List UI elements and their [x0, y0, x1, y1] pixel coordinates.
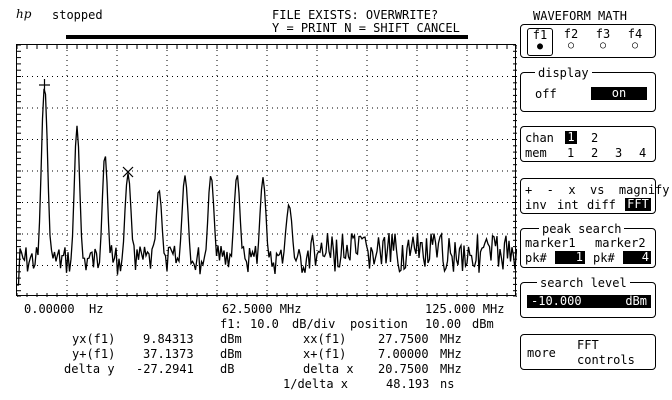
operator-inv[interactable]: inv	[525, 198, 547, 212]
readout-label: y+(f1)	[72, 347, 116, 361]
function-f2-tab[interactable]: f2 ○	[559, 28, 583, 54]
readout-unit: MHz	[440, 332, 462, 346]
message-line-1: FILE EXISTS: OVERWRITE?	[272, 8, 439, 22]
graticule-ticks	[17, 45, 517, 297]
mem-label: mem	[525, 146, 547, 160]
mem-3-option[interactable]: 3	[615, 146, 623, 160]
readout-unit: dBm	[220, 347, 242, 361]
pk2-label: pk#	[593, 251, 615, 265]
pk1-value-field[interactable]: 1	[555, 251, 585, 264]
marker1-label: marker1	[525, 236, 576, 250]
fft-trace	[17, 88, 517, 286]
softkey-menu-title: WAVEFORM MATH	[533, 9, 627, 23]
pk1-label: pk#	[525, 251, 547, 265]
marker-plus	[39, 79, 50, 91]
readout-label: delta y	[64, 362, 115, 376]
readout-label: x+(f1)	[303, 347, 347, 361]
position-label: position	[350, 317, 408, 331]
hp-logo: hp	[16, 7, 32, 21]
display-title: display	[535, 67, 592, 79]
scale-unit: dB/div	[292, 317, 336, 331]
timebase-bar	[66, 35, 468, 39]
operator-fft[interactable]: FFT	[625, 198, 651, 211]
mem-2-option[interactable]: 2	[591, 146, 599, 160]
unselected-dot-icon: ○	[567, 40, 575, 51]
function-f1-tab[interactable]: f1 ●	[527, 28, 553, 56]
readout-label: xx(f1)	[303, 332, 347, 346]
readout-label: delta x	[303, 362, 354, 376]
function-f4-label: f4	[627, 27, 643, 41]
display-on-option[interactable]: on	[591, 87, 647, 100]
peak-search-title: peak search	[539, 223, 625, 235]
readout-value: 27.7500	[378, 332, 429, 346]
search-level-field[interactable]: -10.000 dBm	[527, 295, 651, 308]
scale-value: 10.0	[250, 317, 279, 331]
readout-unit: MHz	[440, 362, 462, 376]
function-f2-label: f2	[563, 27, 579, 41]
readout-label: yx(f1)	[72, 332, 116, 346]
axis-center-freq: 62.5000 MHz	[222, 302, 302, 316]
graticule	[17, 45, 517, 297]
position-value: 10.00	[425, 317, 462, 331]
function-f4-tab[interactable]: f4 ○	[623, 28, 647, 54]
function-f3-tab[interactable]: f3 ○	[591, 28, 615, 54]
readout-value: 7.00000	[378, 347, 429, 361]
chan-label: chan	[525, 131, 554, 145]
message-line-2: Y = PRINT N = SHIFT CANCEL	[272, 21, 460, 35]
readout-unit: dBm	[220, 332, 242, 346]
function-f3-label: f3	[595, 27, 611, 41]
readout-unit: dB	[220, 362, 235, 376]
function-select-softkey[interactable]: f1 ● f2 ○ f3 ○ f4 ○	[520, 24, 656, 58]
function-f1-label: f1	[532, 28, 548, 42]
readout-value: 20.7500	[378, 362, 429, 376]
readout-value: 48.193	[386, 377, 430, 391]
axis-end-freq: 125.000 MHz	[425, 302, 505, 316]
operator-diff[interactable]: diff	[587, 198, 616, 212]
unselected-dot-icon: ○	[599, 40, 607, 51]
peak-search-softkey[interactable]: peak search marker1 marker2 pk# 1 pk# 4	[520, 223, 656, 268]
readout-value: 9.84313	[143, 332, 194, 346]
display-off-option[interactable]: off	[535, 87, 557, 101]
spectrum-svg	[17, 45, 517, 297]
mem-1-option[interactable]: 1	[567, 146, 575, 160]
waveform-display[interactable]	[16, 44, 517, 297]
mem-4-option[interactable]: 4	[639, 146, 647, 160]
chan-1-option[interactable]: 1	[565, 131, 577, 144]
axis-start-freq: 0.00000 Hz	[24, 302, 104, 316]
source-softkey[interactable]: chan 1 2 mem 1 2 3 4	[520, 126, 656, 162]
readout-unit: MHz	[440, 347, 462, 361]
readout-value: -27.2941	[136, 362, 194, 376]
search-level-softkey[interactable]: search level -10.000 dBm	[520, 277, 656, 318]
controls-label: controls	[577, 353, 635, 367]
readout-label: 1/delta x	[283, 377, 349, 391]
operator-softkey[interactable]: + - x vs magnify inv int diff FFT	[520, 178, 670, 214]
marker-x	[122, 166, 134, 178]
selected-dot-icon: ●	[536, 41, 544, 52]
fft-label: FFT	[577, 338, 599, 352]
more-label: more	[527, 346, 556, 360]
operator-line-1[interactable]: + - x vs magnify	[525, 183, 670, 197]
search-level-title: search level	[537, 277, 630, 289]
readout-value: 37.1373	[143, 347, 194, 361]
search-level-unit: dBm	[625, 294, 647, 308]
pk2-value-field[interactable]: 4	[623, 251, 651, 264]
unselected-dot-icon: ○	[631, 40, 639, 51]
operator-int[interactable]: int	[557, 198, 579, 212]
marker2-label: marker2	[595, 236, 646, 250]
chan-2-option[interactable]: 2	[591, 131, 599, 145]
run-status: stopped	[52, 8, 103, 22]
search-level-value: -10.000	[531, 294, 582, 308]
position-unit: dBm	[472, 317, 494, 331]
readout-unit: ns	[440, 377, 455, 391]
more-fft-controls-softkey[interactable]: more FFT controls	[520, 334, 656, 370]
scale-source: f1:	[220, 317, 242, 331]
display-softkey[interactable]: display off on	[520, 67, 656, 112]
